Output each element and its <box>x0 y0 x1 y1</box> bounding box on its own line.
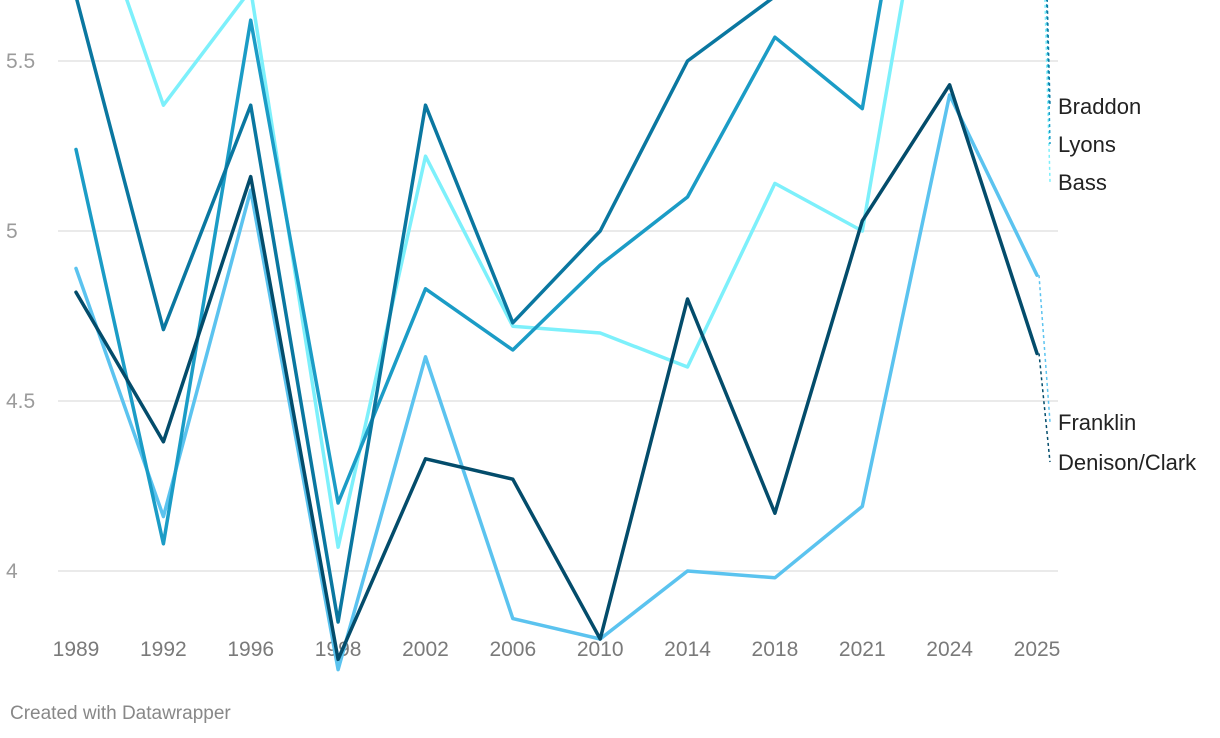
y-tick-label: 4.5 <box>6 390 35 413</box>
x-axis-ticks: 1989 1992 1996 1998 2002 2006 2010 2014 2018 2021… <box>53 638 1061 661</box>
y-tick-label: 5 <box>6 220 18 243</box>
x-tick-label: 2025 <box>1014 638 1061 661</box>
x-tick-label: 1992 <box>140 638 187 661</box>
series-line-bass <box>125 0 905 549</box>
series-lines <box>74 0 1039 672</box>
x-tick-label: 1989 <box>53 638 100 661</box>
x-tick-label: 2006 <box>489 638 536 661</box>
label-connector-braddon <box>1046 0 1051 107</box>
series-label-franklin: Franklin <box>1058 410 1136 435</box>
x-tick-label: 2010 <box>577 638 624 661</box>
y-tick-label: 4 <box>6 560 18 583</box>
label-connector-denison-clark <box>1038 353 1051 463</box>
label-connector-lyons <box>1045 0 1051 145</box>
y-tick-label: 5.5 <box>6 50 35 73</box>
label-connector-franklin <box>1038 275 1051 423</box>
x-tick-label: 2021 <box>839 638 886 661</box>
x-tick-label: 2018 <box>752 638 799 661</box>
x-tick-label: 2014 <box>664 638 711 661</box>
x-tick-label: 2002 <box>402 638 449 661</box>
series-line-franklin <box>74 93 1039 672</box>
datawrapper-credit: Created with Datawrapper <box>10 703 231 724</box>
x-tick-label: 2024 <box>926 638 973 661</box>
x-tick-label: 1996 <box>227 638 274 661</box>
series-label-braddon: Braddon <box>1058 94 1141 119</box>
x-tick-label: 1998 <box>315 638 362 661</box>
series-label-denison-clark: Denison/Clark <box>1058 450 1197 475</box>
series-line-denison-clark <box>74 83 1039 662</box>
line-chart: 44.555.566.57 19891992199619982002200620… <box>6 0 1197 672</box>
series-labels: Bass Franklin Lyons Braddon Denison/Clark <box>1038 0 1197 475</box>
series-label-lyons: Lyons <box>1058 132 1116 157</box>
series-line-braddon <box>75 0 773 624</box>
y-axis-ticks: 44.555.566.57 <box>6 50 35 583</box>
series-line-lyons <box>74 0 883 546</box>
series-label-bass: Bass <box>1058 170 1107 195</box>
